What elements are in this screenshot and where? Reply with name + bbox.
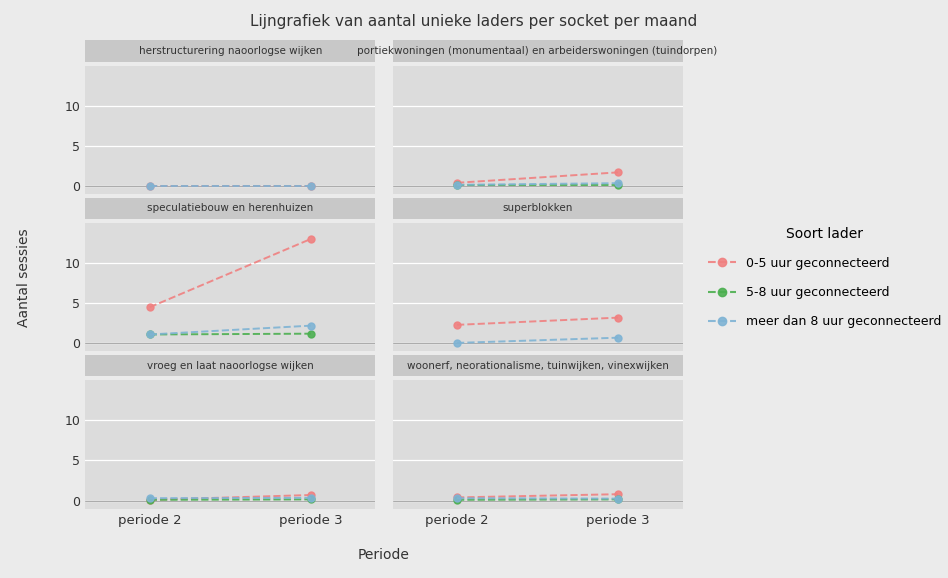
Text: woonerf, neorationalisme, tuinwijken, vinexwijken: woonerf, neorationalisme, tuinwijken, vi… bbox=[407, 361, 668, 370]
Text: Aantal sessies: Aantal sessies bbox=[17, 228, 30, 327]
Text: portiekwoningen (monumentaal) en arbeiderswoningen (tuindorpen): portiekwoningen (monumentaal) en arbeide… bbox=[357, 46, 718, 56]
Text: Periode: Periode bbox=[358, 548, 410, 562]
Text: speculatiebouw en herenhuizen: speculatiebouw en herenhuizen bbox=[147, 203, 314, 213]
Text: Lijngrafiek van aantal unieke laders per socket per maand: Lijngrafiek van aantal unieke laders per… bbox=[250, 14, 698, 29]
Legend: 0-5 uur geconnecteerd, 5-8 uur geconnecteerd, meer dan 8 uur geconnecteerd: 0-5 uur geconnecteerd, 5-8 uur geconnect… bbox=[703, 221, 946, 334]
Text: herstructurering naoorlogse wijken: herstructurering naoorlogse wijken bbox=[138, 46, 322, 56]
Text: superblokken: superblokken bbox=[502, 203, 573, 213]
Text: vroeg en laat naoorlogse wijken: vroeg en laat naoorlogse wijken bbox=[147, 361, 314, 370]
